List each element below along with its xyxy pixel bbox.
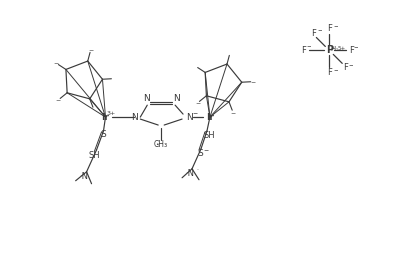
Text: •: • <box>155 142 159 147</box>
Text: F: F <box>301 46 306 55</box>
Text: SH: SH <box>203 131 215 140</box>
Text: −: − <box>193 111 198 116</box>
Text: −: − <box>54 61 59 66</box>
Text: ·N: ·N <box>185 169 195 178</box>
Text: F: F <box>327 68 332 77</box>
Text: −: − <box>230 110 236 115</box>
Text: SH: SH <box>89 151 100 160</box>
Text: −: − <box>349 62 353 67</box>
Text: N: N <box>173 94 180 103</box>
Text: −: − <box>333 68 338 73</box>
Text: S: S <box>101 130 107 139</box>
Text: F: F <box>349 46 354 55</box>
Text: 3+: 3+ <box>107 111 116 116</box>
Text: Ir: Ir <box>101 113 109 122</box>
Text: −: − <box>333 23 338 28</box>
Text: P: P <box>326 45 333 55</box>
Text: S: S <box>197 149 203 158</box>
Text: N: N <box>143 94 150 103</box>
Text: F: F <box>327 24 332 33</box>
Text: −: − <box>88 47 93 52</box>
Text: 5+: 5+ <box>337 46 345 51</box>
Text: CH₃: CH₃ <box>154 140 168 149</box>
Text: N: N <box>131 113 138 122</box>
Text: −: − <box>354 44 358 49</box>
Text: ₂: ₂ <box>336 47 338 52</box>
Text: −: − <box>56 98 61 103</box>
Text: F: F <box>311 29 316 38</box>
Text: H: H <box>331 46 336 52</box>
Text: ·: · <box>196 167 198 172</box>
Text: −: − <box>203 147 209 152</box>
Text: −: − <box>317 27 321 32</box>
Text: Ir: Ir <box>206 113 214 122</box>
Text: ·N: ·N <box>79 172 88 181</box>
Text: −: − <box>250 79 256 84</box>
Text: −: − <box>195 100 200 105</box>
Text: N: N <box>185 113 193 122</box>
Text: F: F <box>343 63 348 72</box>
Text: −: − <box>306 43 311 48</box>
